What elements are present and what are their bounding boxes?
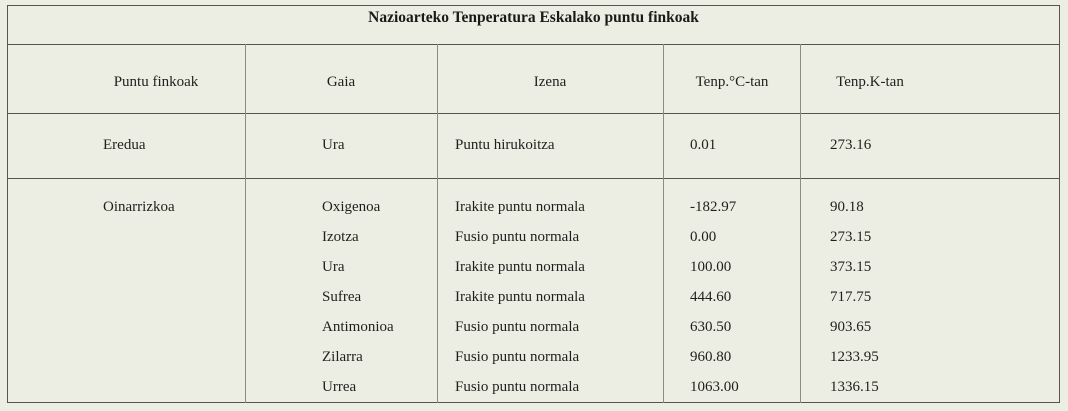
cell: 717.75 bbox=[830, 289, 872, 305]
cell: 630.50 bbox=[690, 319, 732, 335]
column-header: Tenp.K-tan bbox=[836, 74, 904, 90]
cell: Fusio puntu normala bbox=[455, 319, 580, 335]
cell: Urrea bbox=[322, 379, 357, 395]
column-header: Gaia bbox=[326, 74, 356, 90]
cell: Irakite puntu normala bbox=[455, 289, 585, 305]
table-border bbox=[7, 5, 1060, 403]
cell: 444.60 bbox=[690, 289, 732, 305]
cell: Irakite puntu normala bbox=[455, 259, 585, 275]
table-title: Nazioarteko Tenperatura Eskalako puntu f… bbox=[368, 9, 699, 26]
column-rule bbox=[437, 44, 438, 403]
column-rule bbox=[800, 44, 801, 403]
rule bbox=[7, 178, 1060, 179]
column-header: Puntu finkoak bbox=[113, 74, 199, 90]
cell: Sufrea bbox=[322, 289, 362, 305]
cell: Fusio puntu normala bbox=[455, 379, 580, 395]
cell: 273.16 bbox=[830, 137, 872, 153]
column-rule bbox=[245, 44, 246, 403]
column-header: Izena bbox=[533, 74, 567, 90]
rule bbox=[7, 113, 1060, 114]
cell: Fusio puntu normala bbox=[455, 349, 580, 365]
column-rule bbox=[663, 44, 664, 403]
cell: Antimonioa bbox=[322, 319, 394, 335]
group-label: Eredua bbox=[103, 137, 146, 153]
cell: 273.15 bbox=[830, 229, 872, 245]
cell: 1336.15 bbox=[830, 379, 879, 395]
column-header: Tenp.°C-tan bbox=[695, 74, 769, 90]
cell: 960.80 bbox=[690, 349, 732, 365]
cell: 373.15 bbox=[830, 259, 872, 275]
cell: Ura bbox=[322, 137, 345, 153]
cell: 0.00 bbox=[690, 229, 717, 245]
cell: Ura bbox=[322, 259, 345, 275]
cell: 100.00 bbox=[690, 259, 732, 275]
cell: 1063.00 bbox=[690, 379, 739, 395]
cell: Zilarra bbox=[322, 349, 363, 365]
cell: 1233.95 bbox=[830, 349, 879, 365]
cell: Oxigenoa bbox=[322, 199, 381, 215]
cell: Izotza bbox=[322, 229, 359, 245]
cell: Puntu hirukoitza bbox=[455, 137, 555, 153]
cell: -182.97 bbox=[690, 199, 737, 215]
rule bbox=[7, 44, 1060, 45]
cell: 90.18 bbox=[830, 199, 864, 215]
cell: Irakite puntu normala bbox=[455, 199, 585, 215]
cell: 0.01 bbox=[690, 137, 717, 153]
cell: 903.65 bbox=[830, 319, 872, 335]
group-label: Oinarrizkoa bbox=[103, 199, 175, 215]
cell: Fusio puntu normala bbox=[455, 229, 580, 245]
